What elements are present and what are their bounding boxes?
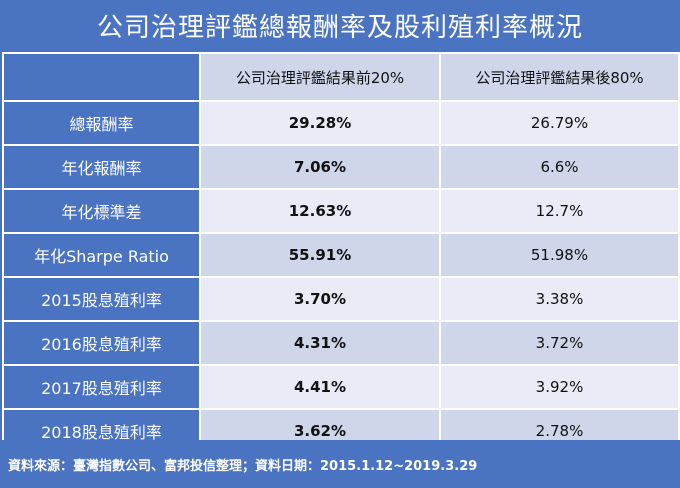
- table-row: 2017股息殖利率 4.41% 3.92%: [2, 364, 680, 410]
- row-label: 年化標準差: [2, 188, 201, 234]
- top20-value: 7.06%: [199, 144, 441, 190]
- header-corner-cell: [2, 52, 201, 102]
- column-header-top20: 公司治理評鑑結果前20%: [199, 52, 441, 102]
- table-row: 2016股息殖利率 4.31% 3.72%: [2, 320, 680, 366]
- row-label: 年化Sharpe Ratio: [2, 232, 201, 278]
- bottom80-value: 6.6%: [439, 144, 680, 190]
- row-label: 2016股息殖利率: [2, 320, 201, 366]
- comparison-table: 公司治理評鑑結果前20% 公司治理評鑑結果後80% 總報酬率 29.28% 26…: [2, 52, 680, 454]
- bottom80-value: 26.79%: [439, 100, 680, 146]
- bottom80-value: 3.72%: [439, 320, 680, 366]
- bottom80-value: 12.7%: [439, 188, 680, 234]
- top20-value: 4.41%: [199, 364, 441, 410]
- table-row: 年化報酬率 7.06% 6.6%: [2, 144, 680, 190]
- top20-value: 12.63%: [199, 188, 441, 234]
- bottom80-value: 51.98%: [439, 232, 680, 278]
- table-row: 年化Sharpe Ratio 55.91% 51.98%: [2, 232, 680, 278]
- top20-value: 29.28%: [199, 100, 441, 146]
- bottom80-value: 3.38%: [439, 276, 680, 322]
- table-row: 總報酬率 29.28% 26.79%: [2, 100, 680, 146]
- column-header-bottom80: 公司治理評鑑結果後80%: [439, 52, 680, 102]
- table-row: 2015股息殖利率 3.70% 3.38%: [2, 276, 680, 322]
- row-label: 年化報酬率: [2, 144, 201, 190]
- row-label: 2017股息殖利率: [2, 364, 201, 410]
- top20-value: 55.91%: [199, 232, 441, 278]
- row-label: 總報酬率: [2, 100, 201, 146]
- top20-value: 4.31%: [199, 320, 441, 366]
- top20-value: 3.70%: [199, 276, 441, 322]
- bottom80-value: 3.92%: [439, 364, 680, 410]
- source-footnote: 資料來源：臺灣指數公司、富邦投信整理；資料日期：2015.1.12~2019.3…: [0, 440, 680, 488]
- table-title: 公司治理評鑑總報酬率及股利殖利率概況: [0, 0, 680, 50]
- table-header-row: 公司治理評鑑結果前20% 公司治理評鑑結果後80%: [2, 52, 680, 102]
- table-row: 年化標準差 12.63% 12.7%: [2, 188, 680, 234]
- row-label: 2015股息殖利率: [2, 276, 201, 322]
